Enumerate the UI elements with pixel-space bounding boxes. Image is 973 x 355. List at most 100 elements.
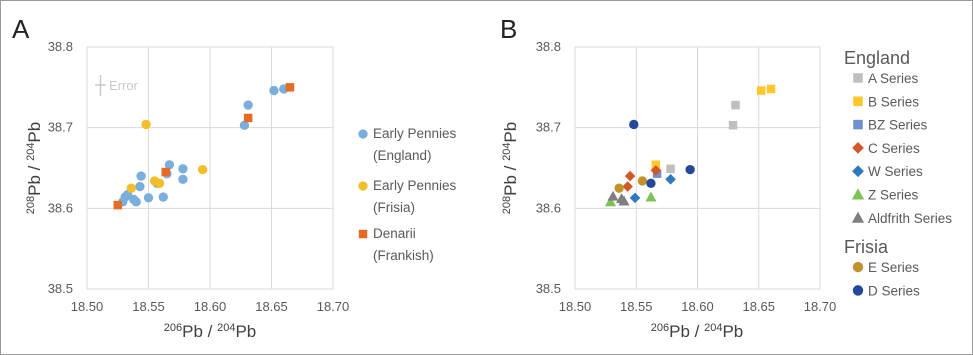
x-tick-label: 18.55 — [132, 299, 165, 314]
panel-a-legend: Early Pennies (England) Early Pennies (Fris… — [358, 126, 457, 263]
x-title-el2: Pb — [722, 322, 743, 341]
panel-b-legend: England A Series B Series BZ Series C Series… — [844, 48, 952, 298]
legend-marker — [852, 261, 864, 273]
legend-label: A Series — [868, 71, 919, 86]
x-title-iso1: 206 — [164, 322, 182, 334]
legend-marker — [851, 188, 865, 200]
data-point — [651, 160, 661, 170]
y-tick-label: 38.5 — [48, 281, 73, 296]
x-tick-label: 18.65 — [255, 299, 288, 314]
data-point — [766, 84, 776, 94]
data-point — [650, 165, 662, 176]
data-point — [666, 164, 675, 174]
x-tick-label: 18.60 — [194, 299, 227, 314]
panel-b-points — [605, 84, 776, 207]
y-tick-label: 38.6 — [536, 200, 561, 215]
x-title-el2: Pb — [235, 322, 256, 341]
legend-group-title: England — [844, 48, 910, 68]
panel-a-error-bar: Error — [95, 75, 139, 96]
legend-marker — [853, 96, 863, 107]
legend-label: Aldfrith Series — [868, 211, 952, 226]
legend-label: (Frisia) — [373, 200, 415, 215]
error-label: Error — [109, 78, 139, 93]
legend-label: C Series — [868, 141, 920, 156]
data-point — [731, 100, 740, 110]
data-point — [285, 83, 295, 92]
data-point — [243, 100, 253, 110]
y-title-el2: Pb — [25, 122, 44, 143]
data-point — [616, 193, 628, 204]
legend-label: Early Pennies — [373, 178, 457, 193]
x-tick-label: 18.70 — [317, 299, 350, 314]
y-tick-label: 38.7 — [48, 120, 73, 135]
y-tick-label: 38.8 — [536, 39, 561, 54]
y-tick-label: 38.6 — [48, 200, 73, 215]
legend-label: W Series — [868, 164, 923, 179]
y-title-iso2: 204 — [501, 143, 513, 161]
x-tick-label: 18.60 — [681, 299, 714, 314]
legend-marker — [851, 211, 865, 223]
data-point — [141, 119, 151, 130]
y-title-iso1: 208 — [25, 196, 37, 214]
x-title-el1: Pb / — [669, 322, 704, 341]
legend-label: Early Pennies — [373, 126, 457, 141]
data-point — [143, 193, 154, 203]
legend-label: (Frankish) — [373, 248, 434, 263]
x-title-iso2: 204 — [704, 322, 722, 334]
data-point — [629, 119, 639, 130]
panel-b: B 18.50 18.55 18.60 18.65 18.70 38.5 38.6 38.7 3… — [500, 14, 952, 341]
data-point — [113, 200, 122, 210]
legend-label: Z Series — [868, 188, 919, 203]
legend-label: B Series — [868, 94, 919, 109]
panel-b-ticks: 18.50 18.55 18.60 18.65 18.70 38.5 38.6 38.7 38.… — [536, 39, 837, 314]
x-title-iso2: 204 — [217, 322, 235, 334]
legend-marker — [853, 119, 863, 130]
panel-a: A 18.50 18.55 18.60 18.65 18.70 38.5 38.6 38.7 3… — [12, 14, 457, 341]
panel-b-x-axis-title: 206Pb / 204Pb — [651, 322, 743, 341]
data-point — [158, 192, 168, 202]
data-point — [607, 190, 619, 201]
y-title-el1: Pb / — [501, 161, 520, 196]
data-point — [665, 174, 676, 185]
y-title-iso1: 208 — [501, 196, 513, 214]
panel-b-y-axis-title: 208Pb / 204Pb — [501, 122, 520, 214]
legend-label: BZ Series — [868, 118, 928, 133]
data-point — [164, 160, 175, 170]
data-point — [645, 191, 657, 202]
data-point — [161, 167, 170, 177]
legend-label: (England) — [373, 148, 432, 163]
legend-marker — [852, 165, 864, 178]
data-point — [178, 174, 188, 184]
data-point — [131, 197, 141, 207]
panel-a-label: A — [12, 14, 30, 44]
legend-label: Denarii — [373, 226, 416, 241]
panel-a-x-axis-title: 206Pb / 204Pb — [164, 322, 256, 341]
x-tick-label: 18.70 — [804, 299, 837, 314]
y-tick-label: 38.5 — [536, 281, 561, 296]
x-tick-label: 18.55 — [620, 299, 653, 314]
legend-label: D Series — [868, 283, 920, 298]
data-point — [637, 176, 648, 186]
legend-label: E Series — [868, 260, 919, 275]
legend-marker — [852, 142, 864, 154]
data-point — [135, 181, 145, 192]
data-point — [178, 164, 188, 174]
x-tick-label: 18.50 — [559, 299, 592, 314]
data-point — [136, 171, 146, 181]
x-title-iso1: 206 — [651, 322, 669, 334]
data-point — [154, 178, 165, 189]
legend-marker — [358, 129, 368, 139]
data-point — [126, 183, 136, 193]
panel-a-points — [113, 83, 295, 210]
y-title-el2: Pb — [501, 122, 520, 143]
x-tick-label: 18.65 — [742, 299, 775, 314]
data-point — [685, 164, 695, 175]
panel-b-label: B — [500, 14, 517, 44]
data-point — [605, 196, 617, 207]
data-point — [622, 181, 633, 192]
data-point — [629, 192, 641, 204]
x-tick-label: 18.50 — [71, 299, 104, 314]
data-point — [243, 113, 253, 123]
panel-a-y-axis-title: 208Pb / 204Pb — [25, 122, 44, 214]
